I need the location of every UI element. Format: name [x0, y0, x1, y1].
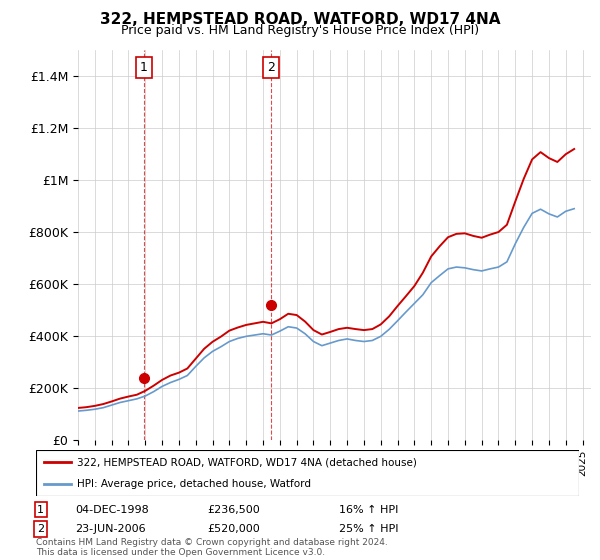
Text: Contains HM Land Registry data © Crown copyright and database right 2024.
This d: Contains HM Land Registry data © Crown c…: [36, 538, 388, 557]
Text: 1: 1: [37, 505, 44, 515]
Text: 04-DEC-1998: 04-DEC-1998: [75, 505, 149, 515]
FancyBboxPatch shape: [36, 450, 579, 496]
Text: HPI: Average price, detached house, Watford: HPI: Average price, detached house, Watf…: [77, 479, 311, 489]
Text: 322, HEMPSTEAD ROAD, WATFORD, WD17 4NA: 322, HEMPSTEAD ROAD, WATFORD, WD17 4NA: [100, 12, 500, 27]
Text: 16% ↑ HPI: 16% ↑ HPI: [339, 505, 398, 515]
Text: 2: 2: [267, 61, 275, 74]
Text: 2: 2: [37, 524, 44, 534]
Text: Price paid vs. HM Land Registry's House Price Index (HPI): Price paid vs. HM Land Registry's House …: [121, 24, 479, 37]
Text: 25% ↑ HPI: 25% ↑ HPI: [339, 524, 398, 534]
Text: £520,000: £520,000: [207, 524, 260, 534]
Text: 322, HEMPSTEAD ROAD, WATFORD, WD17 4NA (detached house): 322, HEMPSTEAD ROAD, WATFORD, WD17 4NA (…: [77, 457, 416, 467]
Text: £236,500: £236,500: [207, 505, 260, 515]
Text: 23-JUN-2006: 23-JUN-2006: [75, 524, 146, 534]
Text: 1: 1: [140, 61, 148, 74]
